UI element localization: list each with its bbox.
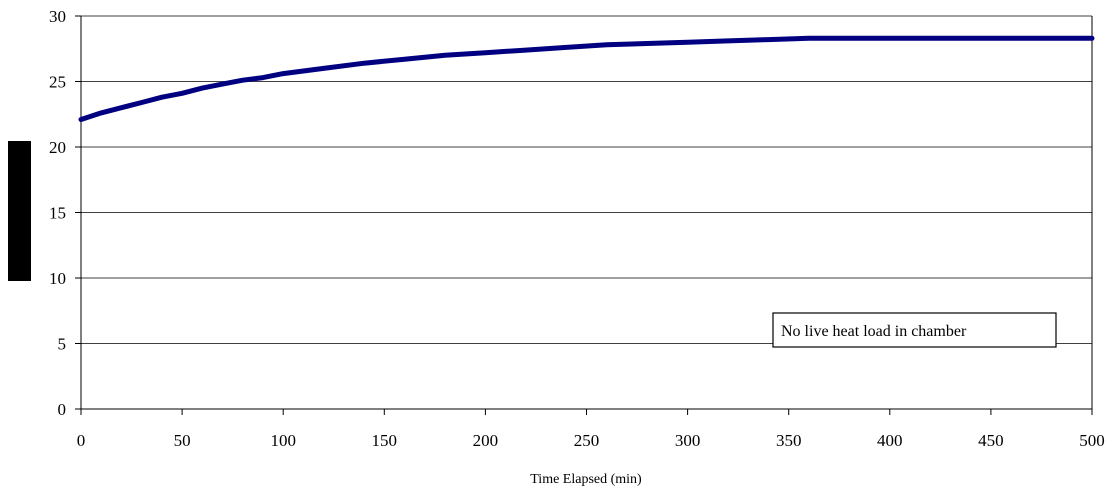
data-point <box>484 51 487 54</box>
y-axis-title-redaction <box>8 141 31 281</box>
x-tick-label: 200 <box>473 431 499 450</box>
data-point <box>221 82 224 86</box>
x-tick-label: 0 <box>77 431 86 450</box>
data-point <box>443 54 447 57</box>
x-tick-label: 50 <box>174 431 191 450</box>
series-layer <box>78 35 1095 122</box>
y-tick-label: 15 <box>49 204 66 223</box>
x-tick-label: 300 <box>675 431 701 450</box>
data-point <box>201 86 204 90</box>
y-tick-label: 0 <box>58 400 67 419</box>
data-point <box>180 92 184 95</box>
data-point <box>605 43 608 47</box>
data-point <box>403 58 406 61</box>
data-point <box>565 46 568 49</box>
data-point <box>140 101 143 104</box>
x-axis-title: Time Elapsed (min) <box>530 472 642 487</box>
y-tick-label: 5 <box>58 335 67 354</box>
data-point <box>160 96 164 99</box>
data-point <box>767 38 770 41</box>
data-point <box>100 111 103 115</box>
data-point <box>120 106 123 109</box>
data-point <box>989 37 993 40</box>
gridlines <box>81 15 1092 344</box>
data-point <box>241 78 244 82</box>
x-tick-label: 250 <box>574 431 600 450</box>
data-point <box>848 37 851 40</box>
annotation-border <box>772 312 1057 348</box>
x-tick-label: 350 <box>776 431 802 450</box>
data-point <box>261 76 265 79</box>
data-point <box>726 39 730 43</box>
data-point <box>524 48 528 52</box>
annotation-box: No live heat load in chamber <box>772 312 1057 348</box>
data-point <box>1090 37 1094 40</box>
x-tick-label: 100 <box>270 431 296 450</box>
annotation-text: No live heat load in chamber <box>781 323 967 340</box>
x-tick-label: 400 <box>877 431 903 450</box>
data-point <box>686 41 689 44</box>
data-point <box>888 37 891 40</box>
x-tick-labels: 0 50 100 150 200 250 300 350 400 450 500 <box>77 431 1105 450</box>
data-point <box>79 118 83 121</box>
x-tick-label: 500 <box>1079 431 1105 450</box>
axes <box>75 15 1093 415</box>
series-line-0 <box>78 35 1095 122</box>
x-tick-label: 450 <box>978 431 1004 450</box>
x-tick-label: 150 <box>372 431 398 450</box>
data-point <box>282 72 285 75</box>
y-tick-labels: 0 5 10 15 20 25 30 <box>49 7 66 419</box>
data-point <box>807 37 811 40</box>
y-tick-label: 25 <box>49 73 66 92</box>
data-point <box>645 42 649 45</box>
data-point <box>322 67 325 70</box>
data-point <box>362 61 366 65</box>
y-tick-label: 20 <box>49 138 66 157</box>
y-tick-label: 10 <box>49 269 66 288</box>
y-tick-label: 30 <box>49 7 66 26</box>
